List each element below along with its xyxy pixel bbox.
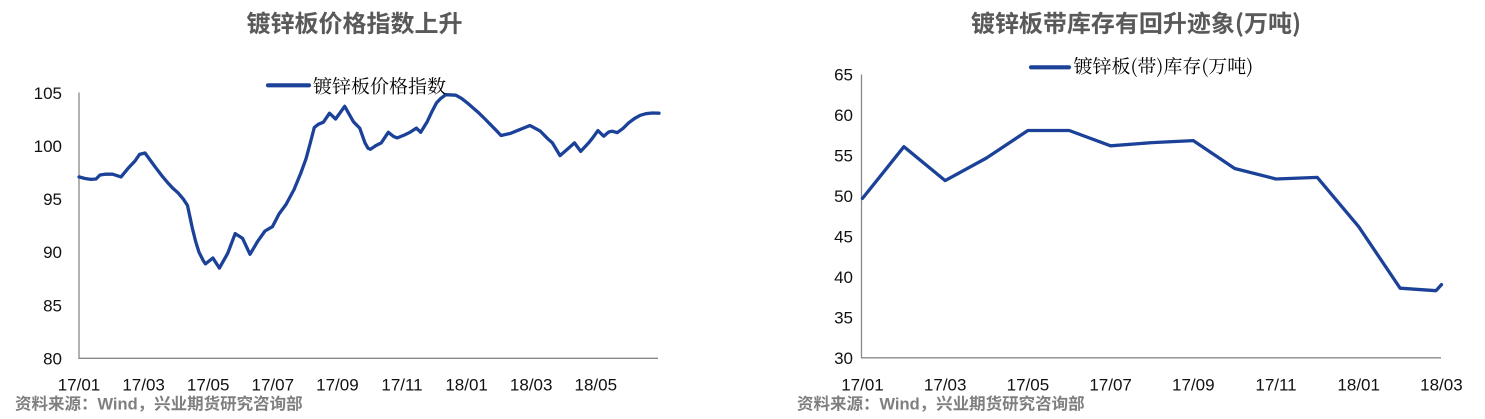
svg-text:镀锌板带库存有回升迹象(万吨): 镀锌板带库存有回升迹象(万吨)	[971, 4, 1301, 39]
svg-text:资料来源：Wind，兴业期货研究咨询部: 资料来源：Wind，兴业期货研究咨询部	[797, 391, 1085, 415]
svg-text:80: 80	[43, 349, 62, 368]
svg-text:18/03: 18/03	[1420, 376, 1463, 395]
svg-text:18/03: 18/03	[510, 376, 553, 395]
svg-text:17/01: 17/01	[58, 376, 101, 395]
svg-text:65: 65	[834, 66, 853, 85]
svg-text:95: 95	[43, 190, 62, 209]
svg-text:40: 40	[834, 268, 853, 287]
svg-text:镀锌板(带)库存(万吨): 镀锌板(带)库存(万吨)	[1074, 52, 1254, 79]
svg-text:35: 35	[834, 308, 853, 327]
svg-text:17/07: 17/07	[1089, 376, 1132, 395]
svg-text:17/01: 17/01	[841, 376, 884, 395]
svg-text:17/03: 17/03	[924, 376, 967, 395]
svg-text:50: 50	[834, 187, 853, 206]
svg-text:17/09: 17/09	[1172, 376, 1215, 395]
svg-text:17/05: 17/05	[187, 376, 230, 395]
svg-text:17/11: 17/11	[1255, 376, 1296, 395]
svg-text:45: 45	[834, 227, 853, 246]
svg-text:17/03: 17/03	[122, 376, 165, 395]
svg-text:17/05: 17/05	[1007, 376, 1050, 395]
svg-text:17/07: 17/07	[252, 376, 295, 395]
svg-text:18/05: 18/05	[575, 376, 618, 395]
svg-text:85: 85	[43, 296, 62, 315]
svg-text:镀锌板价格指数: 镀锌板价格指数	[313, 72, 446, 99]
svg-text:镀锌板价格指数上升: 镀锌板价格指数上升	[247, 4, 463, 39]
svg-text:30: 30	[834, 349, 853, 368]
svg-text:18/01: 18/01	[1337, 376, 1380, 395]
svg-text:105: 105	[34, 84, 62, 103]
svg-text:90: 90	[43, 243, 62, 262]
svg-text:17/09: 17/09	[316, 376, 359, 395]
svg-text:17/11: 17/11	[381, 376, 422, 395]
svg-text:资料来源：Wind，兴业期货研究咨询部: 资料来源：Wind，兴业期货研究咨询部	[15, 391, 303, 415]
svg-text:55: 55	[834, 147, 853, 166]
svg-text:18/01: 18/01	[445, 376, 488, 395]
svg-text:100: 100	[34, 137, 62, 156]
svg-text:60: 60	[834, 106, 853, 125]
